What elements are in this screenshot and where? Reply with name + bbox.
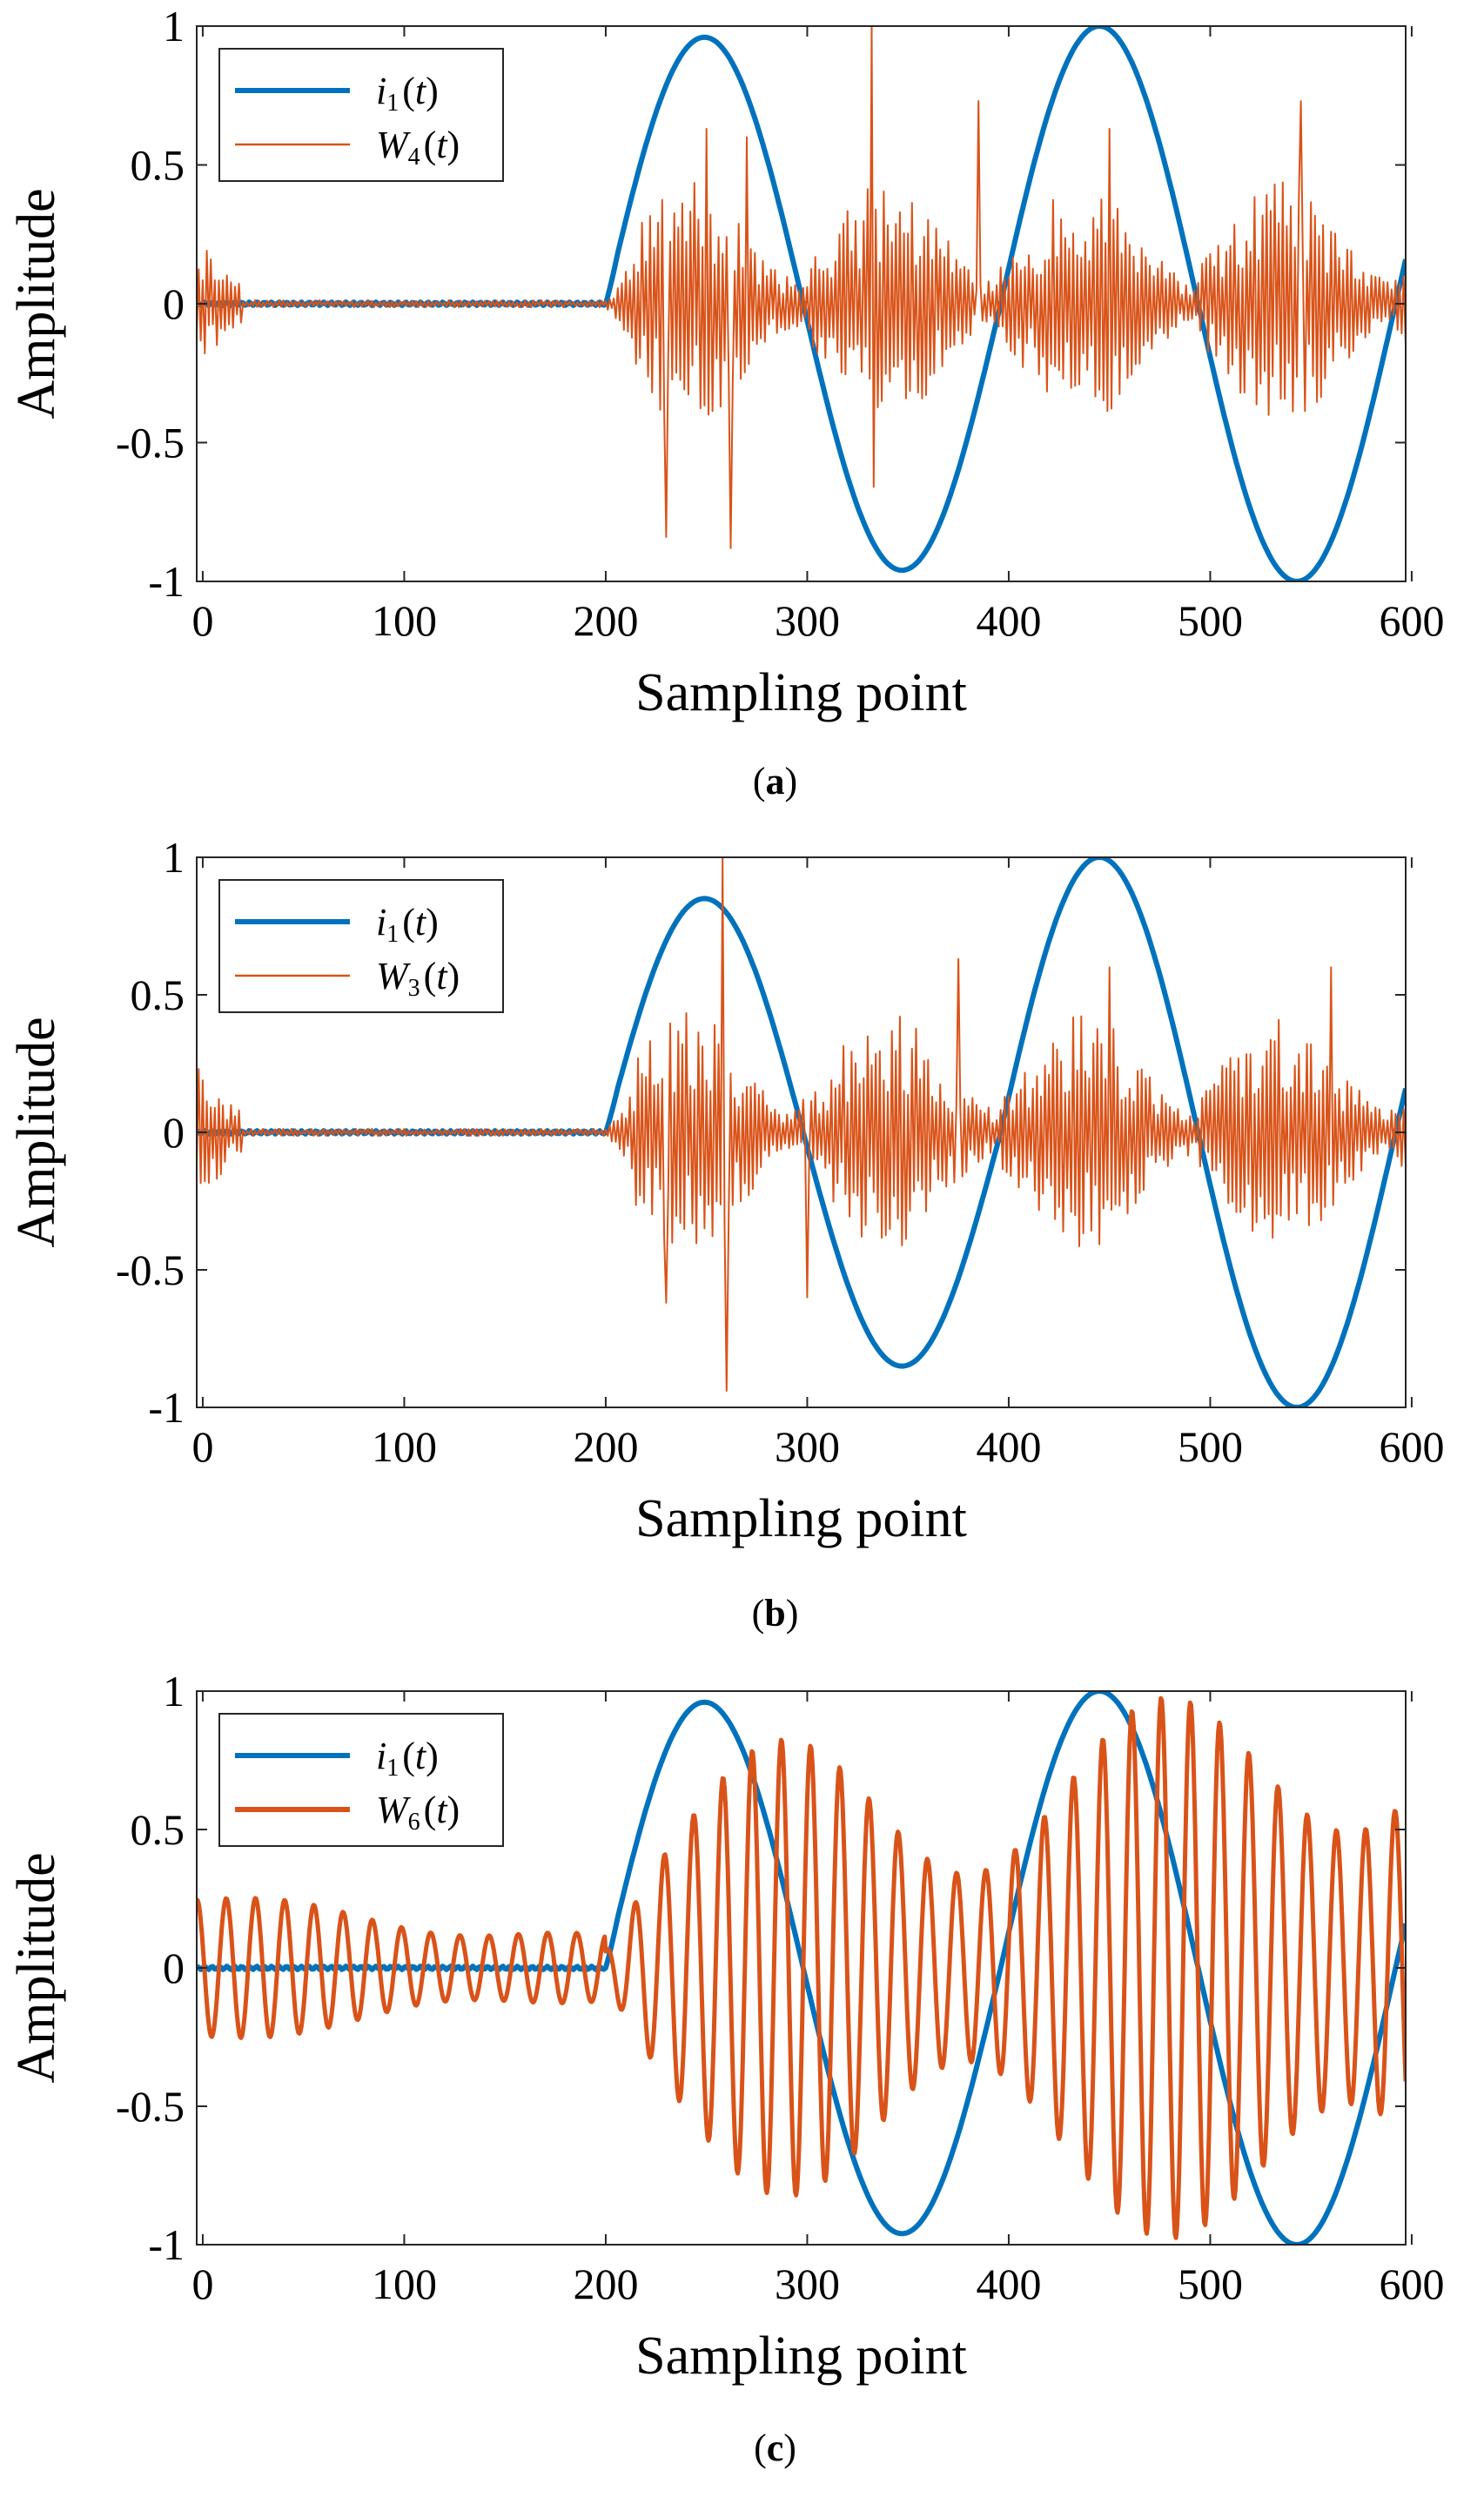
x-tick-label: 300 [775,1422,840,1471]
x-tick-label: 300 [775,596,840,645]
x-tick-label: 100 [372,2259,437,2308]
x-tick-label: 100 [372,596,437,645]
x-axis-label: Sampling point [635,1489,967,1548]
chart-panel-b: 0 100 200 300 400 500 600 1 0.5 0 -0.5 -1 Sampling p… [7,833,1444,1635]
series-line-w [197,1695,1406,2240]
series-line-w [197,857,1406,1392]
legend-label-i1: i1(t) [376,901,439,948]
y-tick-label: -1 [148,557,185,606]
legend-box [218,879,504,1013]
y-tick-label: 1 [163,2,185,50]
x-tick-label: 500 [1178,596,1243,645]
x-tick-label: 400 [976,1422,1041,1471]
y-tick-label: 0 [163,1108,185,1157]
y-tick-label: 1 [163,833,185,882]
y-tick-label: -0.5 [116,1245,185,1294]
y-tick-label: 0 [163,1944,185,1992]
legend-label-i1: i1(t) [376,70,439,117]
x-tick-label: 400 [976,2259,1041,2308]
x-tick-label: 100 [372,1422,437,1471]
y-tick-label: 0 [163,279,185,328]
chart-panel-c: 0 100 200 300 400 500 600 1 0.5 0 -0.5 -1 Sampling p… [7,1667,1444,2469]
x-tick-label: 400 [976,596,1041,645]
legend-box [218,48,504,182]
x-tick-label: 0 [191,596,213,645]
x-tick-label: 500 [1178,2259,1243,2308]
series-line-w [197,26,1406,549]
y-tick-label: 0.5 [131,141,185,190]
x-tick-label: 600 [1379,2259,1444,2308]
y-tick-label: -1 [148,2220,185,2269]
x-tick-label: 200 [573,1422,638,1471]
x-tick-label: 200 [573,2259,638,2308]
x-tick-label: 300 [775,2259,840,2308]
y-tick-label: -1 [148,1383,185,1432]
series-line-i1 [197,26,1406,581]
x-axis-label: Sampling point [635,2326,967,2386]
legend-label-w: W4(t) [376,124,460,171]
chart-panel-a: 0 100 200 300 400 500 600 1 0.5 0 -0.5 -1 Sampling p… [7,2,1444,802]
x-tick-label: 0 [191,1422,213,1471]
y-tick-label: 1 [163,1667,185,1715]
y-axis-label: Amplitude [7,1017,66,1247]
y-axis-label: Amplitude [7,1852,66,2083]
y-tick-label: -0.5 [116,2082,185,2131]
y-tick-label: 0.5 [131,970,185,1019]
legend-label-i1: i1(t) [376,1735,439,1782]
x-tick-label: 200 [573,596,638,645]
legend-box [218,1713,504,1847]
panel-caption: (a) [753,760,797,802]
panel-caption: (b) [752,1592,799,1635]
x-tick-label: 600 [1379,596,1444,645]
panel-caption: (c) [754,2427,796,2469]
y-axis-label: Amplitude [7,188,66,419]
x-axis-label: Sampling point [635,663,967,722]
legend-label-w: W6(t) [376,1789,460,1836]
series-line-i1 [197,1691,1406,2245]
x-tick-label: 500 [1178,1422,1243,1471]
x-tick-label: 600 [1379,1422,1444,1471]
y-tick-label: -0.5 [116,419,185,467]
legend-label-w: W3(t) [376,955,460,1002]
x-tick-label: 0 [191,2259,213,2308]
y-tick-label: 0.5 [131,1805,185,1854]
